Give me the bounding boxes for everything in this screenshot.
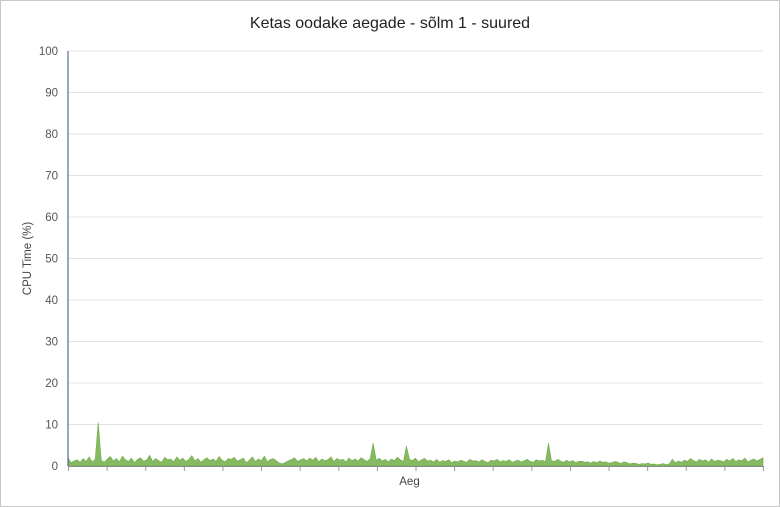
chart-title: Ketas oodake aegade - sõlm 1 - suured — [249, 15, 531, 32]
series-area-path — [67, 422, 764, 467]
y-tick-label-30: 30 — [45, 337, 58, 349]
y-tick-label-60: 60 — [45, 212, 58, 224]
y-tick-label-50: 50 — [45, 254, 58, 266]
y-tick-label-20: 20 — [45, 378, 58, 390]
x-axis-label: Aeg — [399, 476, 419, 488]
series-area — [67, 422, 764, 467]
y-tick-label-70: 70 — [45, 171, 58, 183]
y-tick-label-10: 10 — [45, 420, 58, 432]
y-tick-label-0: 0 — [52, 461, 58, 473]
y-axis-label: CPU Time (%) — [22, 222, 34, 296]
y-tick-label-90: 90 — [45, 88, 58, 100]
y-tick-label-100: 100 — [39, 46, 58, 58]
y-tick-labels: 0 10 20 30 40 50 60 70 80 90 100 — [39, 46, 58, 473]
y-tick-label-40: 40 — [45, 295, 58, 307]
y-tick-label-80: 80 — [45, 129, 58, 141]
gridlines — [68, 50, 763, 425]
